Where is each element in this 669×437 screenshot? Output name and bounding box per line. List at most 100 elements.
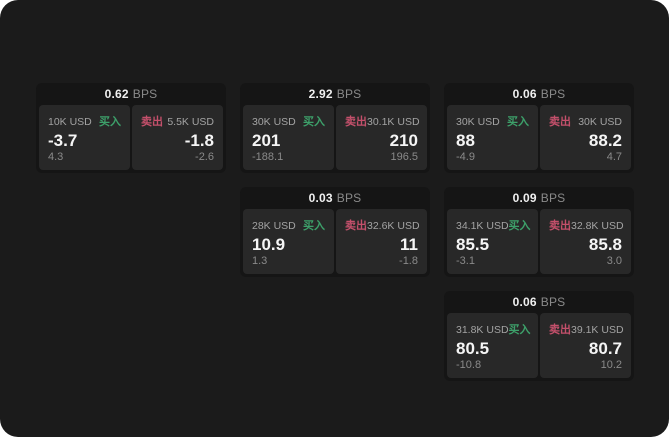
sell-price: -1.8 [184,131,214,150]
buy-notional: 34.1K USD [456,220,509,232]
bps-unit: BPS [540,191,566,205]
quote-card: 2.92 BPS 30K USD 买入 201 -188.1 卖出 30.1K … [240,83,430,173]
sell-panel[interactable]: 卖出 32.8K USD 85.8 3.0 [540,209,631,274]
quote-panels: 31.8K USD 买入 80.5 -10.8 卖出 39.1K USD 80.… [447,313,631,378]
sell-sub-value: 3.0 [606,255,622,267]
buy-side-label: 买入 [508,324,531,336]
sell-side-label: 卖出 [549,116,571,128]
quote-panels: 34.1K USD 买入 85.5 -3.1 卖出 32.8K USD 85.8… [447,209,631,274]
quote-card: 0.06 BPS 30K USD 买入 88 -4.9 卖出 30K USD [444,83,634,173]
sell-notional: 32.6K USD [367,220,420,232]
sell-panel[interactable]: 卖出 32.6K USD 11 -1.8 [336,209,427,274]
buy-notional: 31.8K USD [456,324,509,336]
sell-sub-value: 4.7 [606,151,622,163]
sell-panel-top: 卖出 30K USD [549,113,622,129]
buy-sub-value: 1.3 [252,255,268,267]
quote-panels: 30K USD 买入 88 -4.9 卖出 30K USD 88.2 4.7 [447,105,631,170]
bps-unit: BPS [336,191,362,205]
sell-side-label: 卖出 [549,220,571,232]
sell-side-label: 卖出 [345,220,367,232]
card-header: 0.09 BPS [444,187,634,209]
quote-card: 0.62 BPS 10K USD 买入 -3.7 4.3 卖出 5.5K USD [36,83,226,173]
bps-unit: BPS [540,295,566,309]
quote-panels: 10K USD 买入 -3.7 4.3 卖出 5.5K USD -1.8 -2.… [39,105,223,170]
sell-price: 80.7 [588,339,622,358]
sell-notional: 5.5K USD [167,116,214,128]
sell-panel-top: 卖出 30.1K USD [345,113,420,129]
sell-price: 210 [389,131,418,150]
buy-side-label: 买入 [508,220,531,232]
bps-value: 0.03 [308,191,333,205]
buy-side-label: 买入 [99,116,121,128]
buy-notional: 30K USD [456,116,500,128]
bps-value: 0.06 [512,295,537,309]
buy-panel[interactable]: 10K USD 买入 -3.7 4.3 [39,105,130,170]
buy-panel-top: 30K USD 买入 [456,113,529,129]
quote-card-grid: 0.62 BPS 10K USD 买入 -3.7 4.3 卖出 5.5K USD [36,83,634,381]
card-header: 0.06 BPS [444,83,634,105]
quote-card: 0.06 BPS 31.8K USD 买入 80.5 -10.8 卖出 39.1… [444,291,634,381]
quote-panels: 30K USD 买入 201 -188.1 卖出 30.1K USD 210 1… [243,105,427,170]
bps-unit: BPS [132,87,158,101]
buy-sub-value: -4.9 [456,151,475,163]
sell-notional: 39.1K USD [571,324,624,336]
sell-panel-top: 卖出 32.8K USD [549,217,624,233]
sell-notional: 30K USD [578,116,622,128]
buy-panel[interactable]: 34.1K USD 买入 85.5 -3.1 [447,209,538,274]
card-header: 2.92 BPS [240,83,430,105]
buy-price: -3.7 [48,131,78,150]
sell-sub-value: -2.6 [195,151,214,163]
sell-price: 88.2 [588,131,622,150]
sell-notional: 30.1K USD [367,116,420,128]
buy-panel-top: 34.1K USD 买入 [456,217,531,233]
bps-value: 0.06 [512,87,537,101]
buy-sub-value: -3.1 [456,255,475,267]
sell-sub-value: -1.8 [399,255,418,267]
quote-panels: 28K USD 买入 10.9 1.3 卖出 32.6K USD 11 -1.8 [243,209,427,274]
sell-price: 85.8 [588,235,622,254]
bps-unit: BPS [540,87,566,101]
buy-side-label: 买入 [303,220,325,232]
sell-panel-top: 卖出 32.6K USD [345,217,420,233]
buy-price: 201 [252,131,281,150]
buy-notional: 30K USD [252,116,296,128]
sell-panel-top: 卖出 39.1K USD [549,321,624,337]
buy-panel-top: 31.8K USD 买入 [456,321,531,337]
sell-panel-top: 卖出 5.5K USD [141,113,214,129]
sell-panel[interactable]: 卖出 30K USD 88.2 4.7 [540,105,631,170]
sell-panel[interactable]: 卖出 39.1K USD 80.7 10.2 [540,313,631,378]
bps-unit: BPS [336,87,362,101]
buy-panel-top: 30K USD 买入 [252,113,325,129]
buy-panel[interactable]: 30K USD 买入 201 -188.1 [243,105,334,170]
sell-notional: 32.8K USD [571,220,624,232]
sell-sub-value: 196.5 [390,151,418,163]
buy-panel[interactable]: 30K USD 买入 88 -4.9 [447,105,538,170]
buy-side-label: 买入 [507,116,529,128]
buy-price: 88 [456,131,475,150]
buy-sub-value: 4.3 [48,151,64,163]
sell-side-label: 卖出 [345,116,367,128]
buy-sub-value: -188.1 [252,151,284,163]
sell-panel[interactable]: 卖出 30.1K USD 210 196.5 [336,105,427,170]
buy-notional: 28K USD [252,220,296,232]
quote-card: 0.09 BPS 34.1K USD 买入 85.5 -3.1 卖出 32.8K… [444,187,634,277]
buy-panel[interactable]: 31.8K USD 买入 80.5 -10.8 [447,313,538,378]
sell-price: 11 [400,235,418,254]
buy-panel[interactable]: 28K USD 买入 10.9 1.3 [243,209,334,274]
card-header: 0.06 BPS [444,291,634,313]
buy-notional: 10K USD [48,116,92,128]
buy-price: 80.5 [456,339,490,358]
sell-sub-value: 10.2 [600,359,622,371]
bps-value: 0.09 [512,191,537,205]
sell-side-label: 卖出 [141,116,163,128]
sell-panel[interactable]: 卖出 5.5K USD -1.8 -2.6 [132,105,223,170]
quote-card: 0.03 BPS 28K USD 买入 10.9 1.3 卖出 32.6K US… [240,187,430,277]
card-header: 0.03 BPS [240,187,430,209]
buy-panel-top: 28K USD 买入 [252,217,325,233]
buy-sub-value: -10.8 [456,359,482,371]
card-header: 0.62 BPS [36,83,226,105]
sell-side-label: 卖出 [549,324,571,336]
bps-value: 0.62 [104,87,129,101]
buy-side-label: 买入 [303,116,325,128]
